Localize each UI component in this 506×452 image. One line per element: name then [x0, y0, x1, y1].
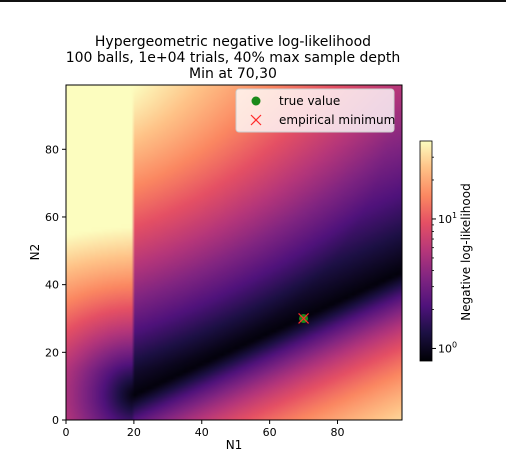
y-axis-ticks: 0 20 40 60 80	[45, 143, 66, 427]
y-axis-label: N2	[28, 244, 42, 261]
chart-title-line-3: Min at 70,30	[189, 66, 277, 82]
x-axis-ticks: 0 20 40 60 80	[63, 420, 345, 439]
legend: true value empirical minimum	[235, 88, 395, 133]
x-marker-stroke	[298, 313, 310, 324]
colorbar	[419, 140, 433, 362]
empirical-minimum-marker	[298, 313, 310, 324]
heatmap-image	[66, 85, 402, 420]
legend-empirical-minimum-marker	[250, 114, 262, 126]
colorbar-label: Negative log-likelihood	[459, 183, 473, 320]
top-border	[0, 0, 506, 2]
x-tick-label: 80	[331, 426, 345, 439]
x-tick-label: 20	[127, 426, 141, 439]
chart-title-line-1: Hypergeometric negative log-likelihood	[95, 34, 371, 50]
legend-box	[235, 88, 395, 133]
x-tick-label: 0	[63, 426, 70, 439]
y-tick-label: 60	[45, 211, 59, 224]
y-tick-label: 80	[45, 143, 59, 156]
x-axis-label: N1	[226, 438, 243, 452]
legend-empirical-minimum-label: empirical minimum	[279, 113, 395, 127]
y-tick-label: 40	[45, 279, 59, 292]
x-tick-label: 60	[263, 426, 277, 439]
colorbar-ticks: 100 101	[432, 156, 457, 355]
x-marker-stroke	[250, 114, 262, 126]
x-tick-label: 40	[195, 426, 209, 439]
y-tick-label: 0	[52, 414, 59, 427]
colorbar-tick-label: 101	[438, 211, 457, 226]
colorbar-tick-label: 100	[438, 340, 457, 355]
heatmap	[66, 85, 402, 420]
chart-title-line-2: 100 balls, 1e+04 trials, 40% max sample …	[66, 50, 401, 66]
legend-true-value-marker	[251, 96, 261, 106]
y-tick-label: 20	[45, 346, 59, 359]
plot-frame	[65, 84, 403, 421]
legend-true-value-label: true value	[279, 94, 340, 108]
